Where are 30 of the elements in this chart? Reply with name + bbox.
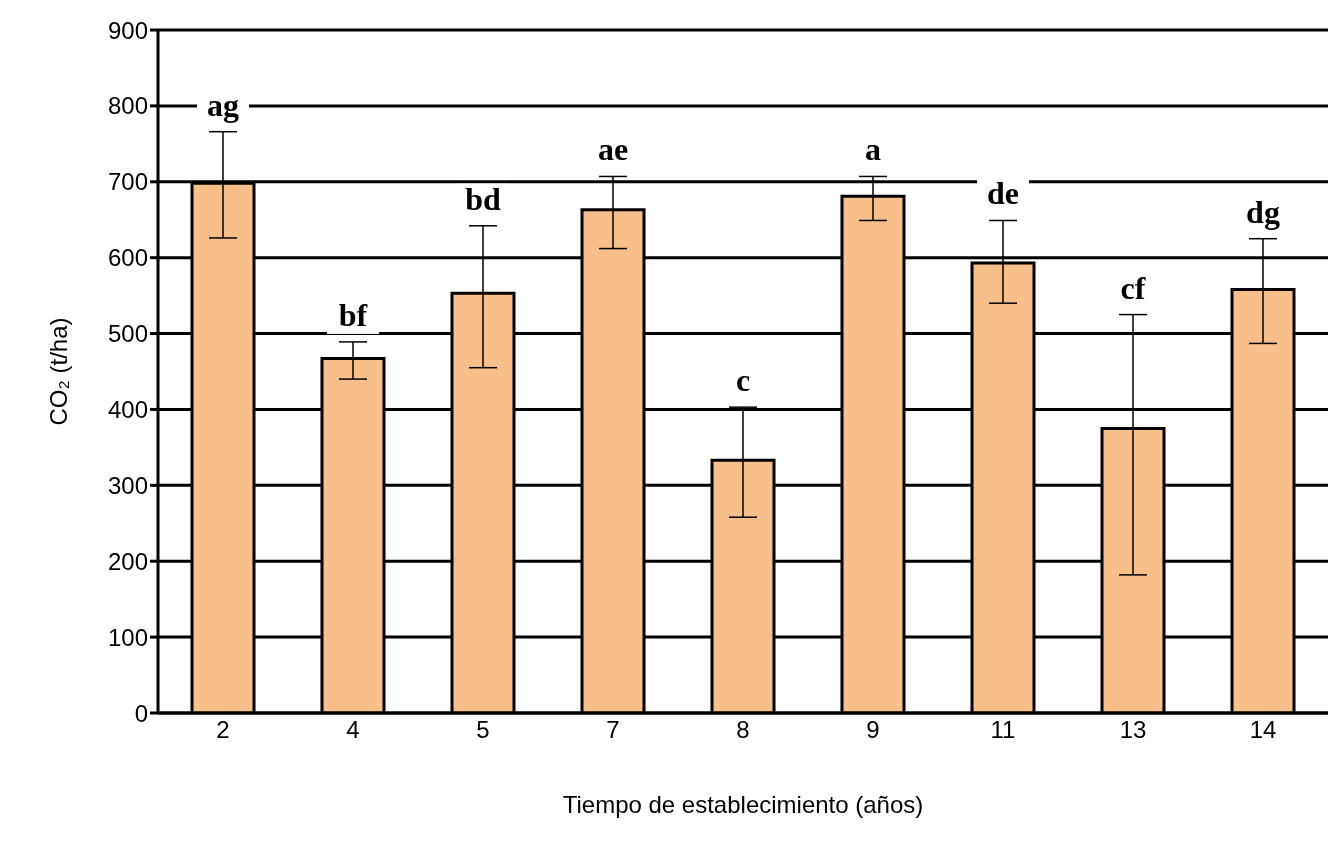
y-axis-title: CO₂ (t/ha) [44,317,72,426]
annotation: de [987,175,1019,212]
y-tick-label: 600 [107,244,148,272]
y-tick-label: 0 [134,699,148,727]
annotation: c [735,362,751,399]
y-tick-label: 900 [107,16,148,44]
y-tick-label: 200 [107,547,148,575]
x-tick-label: 14 [1249,716,1277,744]
annotation: cf [1120,269,1146,306]
x-tick-label: 9 [866,716,880,744]
annotation: bf [338,296,368,333]
x-tick-label: 4 [346,716,360,744]
y-tick-label: 400 [107,395,148,423]
annotation: ae [597,131,629,168]
x-tick-label: 2 [216,716,230,744]
x-tick-label: 13 [1119,716,1147,744]
annotation: dg [1246,193,1280,230]
x-tick-label: 7 [606,716,620,744]
y-tick-label: 800 [107,92,148,120]
annotation: ag [207,86,239,123]
y-tick-label: 500 [107,320,148,348]
x-tick-label: 5 [476,716,490,744]
x-axis-title: Tiempo de establecimiento (años) [562,791,924,818]
x-tick-label: 11 [990,716,1016,744]
y-tick-label: 300 [107,471,148,499]
x-tick-label: 8 [736,716,750,744]
annotation: bd [465,180,501,217]
annotation: a [865,131,881,168]
y-tick-label: 700 [107,168,148,196]
y-tick-label: 100 [107,623,148,651]
